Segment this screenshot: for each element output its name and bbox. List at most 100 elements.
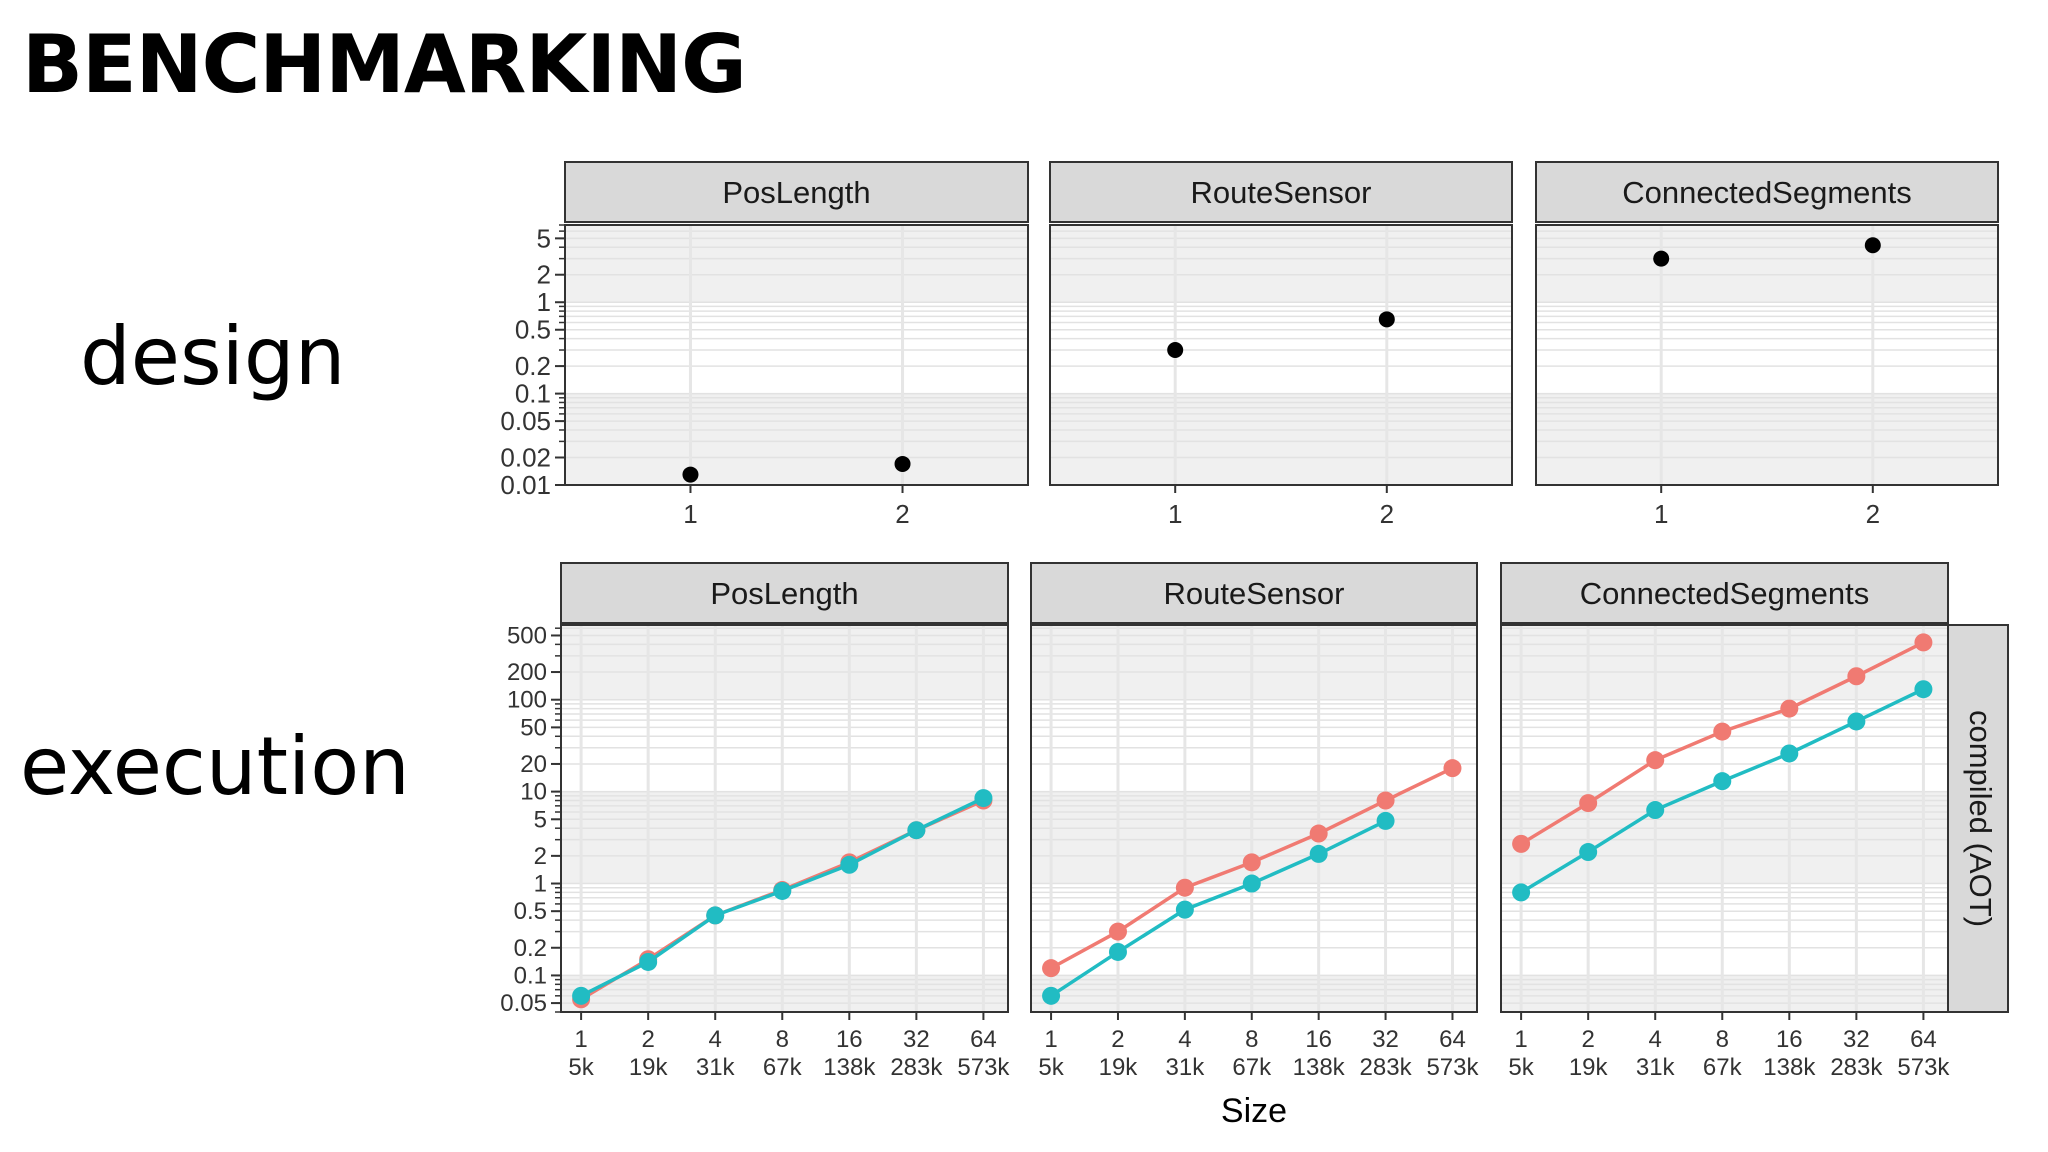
x-tick-sublabel: 67k xyxy=(763,1054,803,1081)
data-point-ConnectedSegments-1-5 xyxy=(1847,712,1866,731)
data-point-RouteSensor-0-0 xyxy=(1042,959,1061,978)
x-tick-label: 2 xyxy=(1581,1026,1594,1053)
x-tick-label: 64 xyxy=(970,1026,997,1053)
x-tick-label: 4 xyxy=(1649,1026,1662,1053)
x-tick-label: 1 xyxy=(1654,499,1668,529)
y-tick-label: 5 xyxy=(534,806,547,833)
x-axis-title: Size xyxy=(1221,1092,1287,1130)
data-point-PosLength-1-5 xyxy=(907,821,926,840)
y-tick-label: 100 xyxy=(507,687,547,714)
x-tick-sublabel: 5k xyxy=(1508,1054,1534,1081)
data-point-RouteSensor-0-3 xyxy=(1242,853,1261,872)
y-tick-label: 0.1 xyxy=(514,962,547,989)
data-point-RouteSensor-0-5 xyxy=(1376,791,1395,810)
data-point-ConnectedSegments-1 xyxy=(1653,250,1670,267)
data-point-RouteSensor-0-1 xyxy=(1108,922,1127,941)
data-point-ConnectedSegments-0-1 xyxy=(1579,794,1598,813)
y-tick-label: 200 xyxy=(507,659,547,686)
x-tick-sublabel: 31k xyxy=(1166,1054,1206,1081)
x-tick-sublabel: 573k xyxy=(1897,1054,1950,1081)
data-point-RouteSensor-1-4 xyxy=(1309,844,1328,863)
data-point-PosLength-1-3 xyxy=(773,881,792,900)
facet-strip-design xyxy=(1049,161,1513,223)
facet-title-execution: ConnectedSegments xyxy=(1580,576,1870,611)
data-point-ConnectedSegments-0-0 xyxy=(1512,834,1531,853)
x-tick-sublabel: 67k xyxy=(1232,1054,1272,1081)
data-point-PosLength-1-0 xyxy=(572,986,591,1005)
panel-band xyxy=(565,225,1028,303)
x-tick-sublabel: 5k xyxy=(568,1054,594,1081)
data-point-RouteSensor-0-6 xyxy=(1443,759,1462,778)
data-point-ConnectedSegments-0-3 xyxy=(1713,722,1732,741)
data-point-ConnectedSegments-0-6 xyxy=(1914,633,1933,652)
x-tick-label: 1 xyxy=(1168,499,1182,529)
y-tick-label: 10 xyxy=(520,779,547,806)
panel-border xyxy=(1030,624,1478,1013)
y-tick-label: 1 xyxy=(537,287,551,317)
y-tick-label: 0.1 xyxy=(515,379,551,409)
data-point-RouteSensor-1-5 xyxy=(1376,811,1395,830)
data-point-ConnectedSegments-2 xyxy=(1864,237,1881,254)
data-point-ConnectedSegments-1-3 xyxy=(1713,772,1732,791)
facet-strip-execution xyxy=(560,562,1009,624)
x-tick-sublabel: 138k xyxy=(823,1054,876,1081)
y-tick-label: 500 xyxy=(507,622,547,649)
x-tick-label: 2 xyxy=(1866,499,1880,529)
data-point-RouteSensor-1-3 xyxy=(1242,874,1261,893)
panel-band xyxy=(1050,225,1512,303)
panel-border xyxy=(1535,224,1999,486)
panel-border xyxy=(564,224,1029,486)
facet-title-execution: RouteSensor xyxy=(1164,576,1345,611)
y-tick-label: 2 xyxy=(537,260,551,290)
panel-border xyxy=(1049,224,1513,486)
x-tick-sublabel: 138k xyxy=(1763,1054,1816,1081)
x-tick-label: 1 xyxy=(683,499,697,529)
data-point-ConnectedSegments-0-5 xyxy=(1847,667,1866,686)
y-tick-label: 2 xyxy=(534,843,547,870)
data-point-RouteSensor-1-0 xyxy=(1042,986,1061,1005)
x-tick-label: 32 xyxy=(1372,1026,1399,1053)
panel-band xyxy=(565,393,1028,485)
x-tick-sublabel: 67k xyxy=(1703,1054,1743,1081)
data-point-RouteSensor-1 xyxy=(1167,342,1184,359)
x-tick-label: 4 xyxy=(1178,1026,1191,1053)
panel-band xyxy=(1501,625,1948,700)
x-tick-label: 64 xyxy=(1439,1026,1466,1053)
y-tick-label: 0.5 xyxy=(514,898,547,925)
data-point-PosLength-1-4 xyxy=(840,855,859,874)
facet-title-execution: PosLength xyxy=(710,576,858,611)
y-tick-label: 0.01 xyxy=(500,470,551,500)
x-tick-label: 64 xyxy=(1910,1026,1937,1053)
x-tick-sublabel: 31k xyxy=(1636,1054,1676,1081)
x-tick-label: 16 xyxy=(1776,1026,1803,1053)
x-tick-label: 8 xyxy=(1245,1026,1258,1053)
panel-band xyxy=(1031,625,1477,700)
y-tick-label: 20 xyxy=(520,751,547,778)
panel-band xyxy=(1501,975,1948,1012)
y-tick-label: 50 xyxy=(520,714,547,741)
data-point-PosLength-2 xyxy=(894,455,911,472)
x-tick-label: 2 xyxy=(1380,499,1394,529)
data-point-PosLength-1 xyxy=(682,466,699,483)
x-tick-label: 2 xyxy=(641,1026,654,1053)
facet-strip-execution xyxy=(1500,562,1949,624)
x-tick-label: 16 xyxy=(836,1026,863,1053)
slide-title: BENCHMARKING xyxy=(22,18,747,111)
panel-band xyxy=(561,975,1008,1012)
facet-title-design: ConnectedSegments xyxy=(1622,175,1912,210)
data-point-RouteSensor-1-1 xyxy=(1108,942,1127,961)
facet-strip-design xyxy=(564,161,1029,223)
x-tick-sublabel: 283k xyxy=(1830,1054,1883,1081)
y-tick-label: 0.5 xyxy=(515,315,551,345)
data-point-RouteSensor-1-2 xyxy=(1175,900,1194,919)
facet-title-design: PosLength xyxy=(722,175,870,210)
data-point-RouteSensor-0-2 xyxy=(1175,878,1194,897)
x-tick-label: 1 xyxy=(1044,1026,1057,1053)
x-tick-label: 8 xyxy=(776,1026,789,1053)
x-tick-sublabel: 19k xyxy=(1099,1054,1139,1081)
x-tick-label: 32 xyxy=(903,1026,930,1053)
x-tick-sublabel: 31k xyxy=(696,1054,736,1081)
y-tick-label: 0.02 xyxy=(500,442,551,472)
row-label-execution: execution xyxy=(20,720,410,813)
data-point-ConnectedSegments-0-2 xyxy=(1646,751,1665,770)
